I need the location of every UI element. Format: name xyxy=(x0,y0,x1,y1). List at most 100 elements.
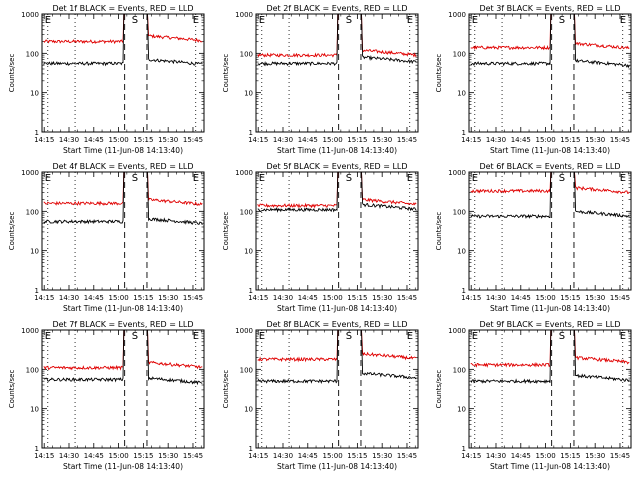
events-series-line xyxy=(43,329,125,383)
x-tick-label: 14:30 xyxy=(486,452,506,460)
y-axis-label: Counts/sec xyxy=(222,370,230,409)
events-series-line xyxy=(43,171,125,225)
marker-E: E xyxy=(407,173,413,184)
y-axis-label: Counts/sec xyxy=(435,370,443,409)
x-tick-label: 15:45 xyxy=(397,452,417,460)
events-series-line xyxy=(361,13,417,65)
detector-panel: Det 6f BLACK = Events, RED = LLD Counts/s… xyxy=(435,162,632,313)
x-tick-label: 14:15 xyxy=(248,294,268,302)
x-tick-label: 14:30 xyxy=(59,452,79,460)
panel-title: Det 6f BLACK = Events, RED = LLD xyxy=(479,162,620,171)
panel-title: Det 4f BLACK = Events, RED = LLD xyxy=(52,162,193,171)
lld-series-line xyxy=(574,329,630,365)
events-series-line xyxy=(470,171,552,219)
detector-panel: Det 2f BLACK = Events, RED = LLD Counts/s… xyxy=(222,4,419,155)
marker-E: E xyxy=(45,173,51,184)
y-tick-label: 1000 xyxy=(448,169,466,177)
y-tick-label: 10 xyxy=(244,90,253,98)
y-tick-label: 10 xyxy=(457,248,466,256)
y-tick-label: 10 xyxy=(457,90,466,98)
events-series-line xyxy=(147,13,203,66)
x-axis-label: Start Time (11-Jun-08 14:13:40) xyxy=(490,304,610,313)
lld-series-line xyxy=(147,13,203,43)
y-tick-label: 100 xyxy=(240,366,253,374)
plot-frame xyxy=(41,13,205,133)
panel-title: Det 8f BLACK = Events, RED = LLD xyxy=(266,320,407,329)
lld-series-line xyxy=(574,13,630,50)
y-tick-label: 1000 xyxy=(21,169,39,177)
x-axis-label: Start Time (11-Jun-08 14:13:40) xyxy=(63,304,183,313)
lld-series-line xyxy=(43,171,125,207)
x-tick-label: 15:15 xyxy=(560,136,580,144)
x-tick-label: 15:00 xyxy=(322,294,342,302)
x-tick-label: 14:15 xyxy=(461,294,481,302)
x-tick-label: 14:30 xyxy=(273,136,293,144)
lld-series-line xyxy=(574,171,630,195)
detector-panel: Det 4f BLACK = Events, RED = LLD Counts/s… xyxy=(8,162,205,313)
y-tick-label: 1 xyxy=(249,287,253,295)
events-series-line xyxy=(361,171,417,212)
y-axis-label: Counts/sec xyxy=(435,54,443,93)
x-tick-label: 15:00 xyxy=(322,452,342,460)
x-tick-label: 14:15 xyxy=(34,452,54,460)
x-tick-label: 14:45 xyxy=(84,452,104,460)
lld-series-line xyxy=(147,329,203,370)
x-tick-label: 14:15 xyxy=(461,452,481,460)
x-axis-label: Start Time (11-Jun-08 14:13:40) xyxy=(490,462,610,471)
plot-frame xyxy=(255,171,419,291)
plot-frame xyxy=(255,329,419,449)
marker-S: S xyxy=(346,15,352,26)
detector-panel: Det 8f BLACK = Events, RED = LLD Counts/s… xyxy=(222,320,419,471)
x-tick-label: 15:45 xyxy=(397,136,417,144)
x-axis-label: Start Time (11-Jun-08 14:13:40) xyxy=(277,304,397,313)
detector-panel: Det 9f BLACK = Events, RED = LLD Counts/s… xyxy=(435,320,632,471)
detector-panel: Det 5f BLACK = Events, RED = LLD Counts/s… xyxy=(222,162,419,313)
events-series-line xyxy=(361,329,417,380)
panel-title: Det 1f BLACK = Events, RED = LLD xyxy=(52,4,193,13)
y-tick-label: 1 xyxy=(249,445,253,453)
x-tick-label: 14:30 xyxy=(59,294,79,302)
x-tick-label: 14:45 xyxy=(511,294,531,302)
x-tick-label: 14:45 xyxy=(511,452,531,460)
x-tick-label: 15:15 xyxy=(560,294,580,302)
x-tick-label: 14:45 xyxy=(298,294,318,302)
x-tick-label: 15:45 xyxy=(183,452,203,460)
marker-E: E xyxy=(620,331,626,342)
events-series-line xyxy=(574,13,630,69)
y-tick-label: 100 xyxy=(26,208,39,216)
x-tick-label: 14:45 xyxy=(298,452,318,460)
y-tick-label: 100 xyxy=(453,208,466,216)
x-tick-label: 15:45 xyxy=(183,294,203,302)
x-tick-label: 15:45 xyxy=(183,136,203,144)
lld-series-line xyxy=(361,171,417,206)
x-tick-label: 15:00 xyxy=(108,136,128,144)
y-axis-label: Counts/sec xyxy=(435,212,443,251)
events-series-line xyxy=(574,329,630,383)
y-tick-label: 100 xyxy=(240,50,253,58)
marker-E: E xyxy=(259,331,265,342)
x-axis-label: Start Time (11-Jun-08 14:13:40) xyxy=(63,146,183,155)
events-series-line xyxy=(257,171,339,213)
marker-S: S xyxy=(132,15,138,26)
y-tick-label: 1 xyxy=(35,445,39,453)
x-tick-label: 15:15 xyxy=(133,294,153,302)
x-tick-label: 14:45 xyxy=(511,136,531,144)
y-tick-label: 1000 xyxy=(235,327,253,335)
marker-S: S xyxy=(132,331,138,342)
x-axis-label: Start Time (11-Jun-08 14:13:40) xyxy=(490,146,610,155)
detector-panel: Det 7f BLACK = Events, RED = LLD Counts/s… xyxy=(8,320,205,471)
detector-panel: Det 1f BLACK = Events, RED = LLD Counts/s… xyxy=(8,4,205,155)
marker-E: E xyxy=(193,173,199,184)
x-tick-label: 14:15 xyxy=(34,294,54,302)
x-tick-label: 15:45 xyxy=(610,136,630,144)
x-tick-label: 15:15 xyxy=(347,294,367,302)
x-axis-label: Start Time (11-Jun-08 14:13:40) xyxy=(277,146,397,155)
x-tick-label: 14:15 xyxy=(248,452,268,460)
panel-title: Det 2f BLACK = Events, RED = LLD xyxy=(266,4,407,13)
x-tick-label: 15:30 xyxy=(372,136,392,144)
detector-panel: Det 3f BLACK = Events, RED = LLD Counts/s… xyxy=(435,4,632,155)
y-tick-label: 100 xyxy=(26,50,39,58)
y-tick-label: 1000 xyxy=(21,327,39,335)
